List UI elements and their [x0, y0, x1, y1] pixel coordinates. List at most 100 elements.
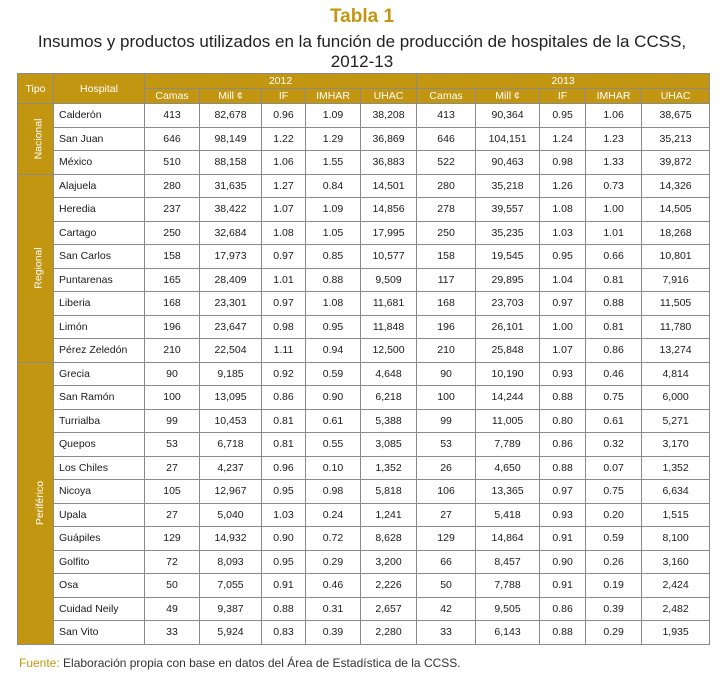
value-cell: 1,515 [641, 502, 711, 527]
value-cell: 8,100 [641, 526, 711, 551]
value-cell: 14,326 [641, 173, 711, 198]
value-cell: 6,718 [199, 432, 262, 457]
table-row: Osa 50 7,055 0.91 0.46 2,226 50 7,788 0.91 0.19 2,… [18, 573, 711, 598]
value-cell: 0.90 [539, 549, 587, 574]
value-cell: 0.85 [305, 244, 361, 269]
value-cell: 105 [144, 479, 200, 504]
value-cell: 0.86 [539, 432, 587, 457]
table-row: Liberia 168 23,301 0.97 1.08 11,681 168 23,703 0… [18, 291, 711, 316]
value-cell: 11,681 [359, 291, 418, 316]
value-cell: 158 [416, 244, 477, 269]
value-cell: 210 [144, 338, 200, 363]
value-cell: 17,995 [359, 220, 418, 245]
hospital-name-cell: Upala [53, 502, 145, 527]
value-cell: 0.93 [539, 502, 587, 527]
value-cell: 104,151 [475, 126, 541, 151]
group-label: Nacional [32, 118, 45, 160]
table-row: Quepos 53 6,718 0.81 0.55 3,085 53 7,789 0.86 0.3… [18, 432, 711, 457]
hospital-name-cell: Cuidad Neily [53, 596, 145, 621]
hospital-name-cell: San Ramón [53, 385, 145, 410]
header-if: IF [539, 88, 587, 104]
value-cell: 0.20 [585, 502, 643, 527]
value-cell: 3,160 [641, 549, 711, 574]
value-cell: 1.03 [261, 502, 306, 527]
table-row: Cartago 250 32,684 1.08 1.05 17,995 250 35,235 1… [18, 220, 711, 245]
value-cell: 90 [416, 361, 477, 386]
value-cell: 12,500 [359, 338, 418, 363]
value-cell: 18,268 [641, 220, 711, 245]
value-cell: 11,505 [641, 291, 711, 316]
value-cell: 0.66 [585, 244, 643, 269]
value-cell: 23,703 [475, 291, 541, 316]
table-row: Heredia 237 38,422 1.07 1.09 14,856 278 39,557 1… [18, 197, 711, 222]
table-row: Golfito 72 8,093 0.95 0.29 3,200 66 8,457 0.90 0.… [18, 549, 711, 574]
value-cell: 31,635 [199, 173, 262, 198]
hospital-name-cell: San Vito [53, 620, 145, 645]
value-cell: 28,409 [199, 267, 262, 292]
value-cell: 25,848 [475, 338, 541, 363]
value-cell: 0.92 [261, 361, 306, 386]
header-tipo: Tipo [17, 73, 54, 104]
hospital-table: Tipo Hospital 2012 2013 Camas Mill ¢ IF … [17, 73, 711, 645]
hospital-name-cell: Limón [53, 314, 145, 339]
value-cell: 1.27 [261, 173, 306, 198]
value-cell: 413 [144, 103, 200, 128]
value-cell: 1.55 [305, 150, 361, 175]
value-cell: 22,504 [199, 338, 262, 363]
value-cell: 4,237 [199, 455, 262, 480]
hospital-name-cell: San Carlos [53, 244, 145, 269]
value-cell: 129 [144, 526, 200, 551]
table-row: San Vito 33 5,924 0.83 0.39 2,280 33 6,143 0.88 0… [18, 620, 711, 645]
value-cell: 0.91 [539, 526, 587, 551]
value-cell: 2,280 [359, 620, 418, 645]
value-cell: 14,864 [475, 526, 541, 551]
value-cell: 27 [144, 455, 200, 480]
value-cell: 100 [416, 385, 477, 410]
value-cell: 0.97 [539, 479, 587, 504]
table-row: Nicoya 105 12,967 0.95 0.98 5,818 106 13,365 0.9… [18, 479, 711, 504]
value-cell: 1.07 [539, 338, 587, 363]
value-cell: 3,170 [641, 432, 711, 457]
value-cell: 129 [416, 526, 477, 551]
value-cell: 10,453 [199, 408, 262, 433]
value-cell: 0.26 [585, 549, 643, 574]
value-cell: 0.95 [539, 103, 587, 128]
value-cell: 53 [144, 432, 200, 457]
value-cell: 2,657 [359, 596, 418, 621]
value-cell: 90,463 [475, 150, 541, 175]
value-cell: 0.95 [261, 479, 306, 504]
group-label-cell: Regional [17, 173, 54, 363]
table-body: Nacional Calderón 413 82,678 0.96 1.09 38,208 4… [17, 103, 711, 645]
value-cell: 0.88 [539, 455, 587, 480]
value-cell: 98,149 [199, 126, 262, 151]
value-cell: 0.88 [261, 596, 306, 621]
value-cell: 0.97 [261, 291, 306, 316]
value-cell: 38,675 [641, 103, 711, 128]
value-cell: 5,388 [359, 408, 418, 433]
value-cell: 88,158 [199, 150, 262, 175]
value-cell: 5,924 [199, 620, 262, 645]
value-cell: 1.03 [539, 220, 587, 245]
value-cell: 13,095 [199, 385, 262, 410]
value-cell: 0.86 [261, 385, 306, 410]
value-cell: 0.98 [261, 314, 306, 339]
group-label-cell: Nacional [17, 103, 54, 175]
value-cell: 1.09 [305, 197, 361, 222]
value-cell: 12,967 [199, 479, 262, 504]
value-cell: 0.83 [261, 620, 306, 645]
value-cell: 0.98 [305, 479, 361, 504]
table-title: Tabla 1 [329, 6, 395, 27]
value-cell: 278 [416, 197, 477, 222]
value-cell: 0.61 [585, 408, 643, 433]
value-cell: 0.73 [585, 173, 643, 198]
hospital-name-cell: México [53, 150, 145, 175]
table-row: México 510 88,158 1.06 1.55 36,883 522 90,463 0.… [18, 150, 711, 175]
value-cell: 0.84 [305, 173, 361, 198]
value-cell: 7,788 [475, 573, 541, 598]
value-cell: 9,505 [475, 596, 541, 621]
hospital-name-cell: Golfito [53, 549, 145, 574]
value-cell: 0.72 [305, 526, 361, 551]
value-cell: 100 [144, 385, 200, 410]
value-cell: 165 [144, 267, 200, 292]
